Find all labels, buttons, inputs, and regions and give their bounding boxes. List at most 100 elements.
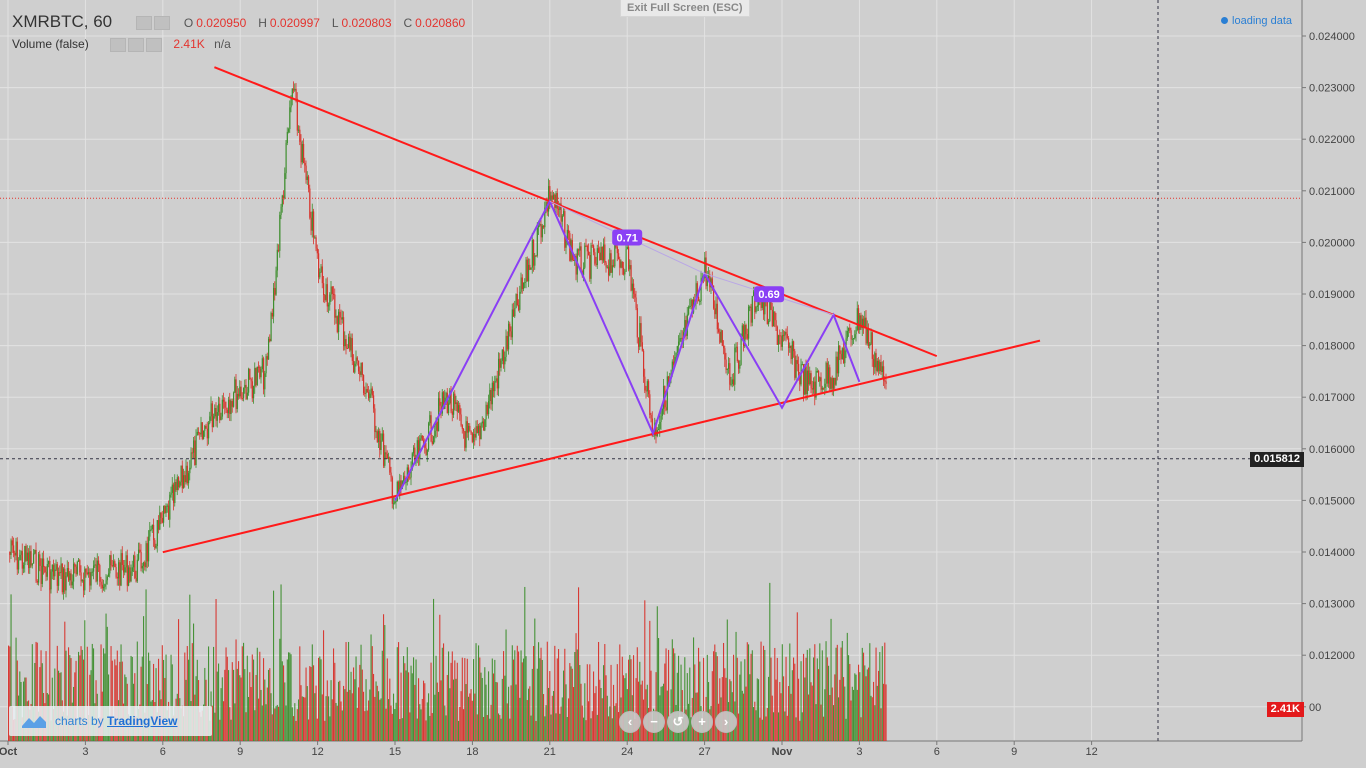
candle-body [295,88,297,99]
tradingview-brand[interactable]: charts by TradingView [9,706,212,736]
candle-body [245,384,247,399]
candle-body [480,423,482,440]
time-tick-label: 3 [856,746,862,758]
volume-bar [403,656,405,741]
zoom-in-button[interactable]: + [691,711,713,733]
candle-body [339,311,341,318]
volume-bar [225,647,227,741]
volume-bar [386,658,388,741]
volume-bar [875,647,877,741]
close-icon[interactable] [146,37,163,52]
scroll-right-button[interactable]: › [715,711,737,733]
volume-bar [480,672,482,741]
candle-body [283,195,285,199]
candle-body [470,430,472,434]
candle-body [473,434,475,442]
candle-body [568,229,570,234]
volume-bar [461,657,463,741]
volume-bar [884,642,886,741]
volume-bar [436,682,438,741]
candle-body [816,371,818,373]
candle-body [751,296,753,323]
volume-bar [821,650,823,741]
candle-body [678,341,680,347]
candle-body [193,440,195,453]
candle-body [74,563,76,567]
zoom-out-button[interactable]: − [643,711,665,733]
volume-bar [855,674,857,741]
candle-body [466,421,468,433]
time-tick-label: 18 [466,746,478,758]
candle-body [324,295,326,301]
volume-bar [39,667,41,741]
candle-body [865,317,867,344]
hide-icon[interactable] [154,16,171,31]
loading-indicator: loading data [1221,15,1292,27]
volume-bar [874,705,876,741]
volume-bar [343,685,345,741]
volume-bar [286,659,288,741]
volume-bar [880,708,882,741]
candle-body [858,308,860,331]
candle-body [634,293,636,298]
candle-body [879,362,881,372]
volume-bar [764,649,766,741]
candle-body [766,298,768,324]
candle-body [699,300,701,302]
volume-bar [618,712,620,741]
pattern-label: 0.69 [758,289,779,301]
candle-body [553,194,555,200]
volume-bar [511,645,513,741]
candle-body [739,364,741,369]
exit-fullscreen-button[interactable]: Exit Full Screen (ESC) [620,0,750,17]
volume-bar [289,652,291,741]
candle-body [551,195,553,200]
reset-button[interactable]: ↺ [667,711,689,733]
hide-icon[interactable] [128,37,145,52]
volume-bar [421,698,423,741]
scroll-left-button[interactable]: ‹ [619,711,641,733]
candle-body [56,564,58,586]
candle-body [548,186,550,212]
candle-body [63,568,65,593]
candle-body [488,401,490,415]
candle-body [366,389,368,393]
volume-bar [45,651,47,741]
volume-bar [774,647,776,741]
settings-icon[interactable] [136,16,153,31]
candle-body [655,422,657,437]
candle-body [261,358,263,370]
candle-body [113,561,115,567]
candle-body [794,351,796,378]
candle-body [51,564,53,572]
candle-body [741,325,743,337]
volume-bar [823,716,825,741]
candle-body [394,501,396,504]
candle-body [881,366,883,373]
candle-body [545,202,547,208]
candle-body [41,558,43,584]
candle-body [204,425,206,431]
settings-icon[interactable] [110,37,127,52]
candle-body [738,361,740,369]
candle-body [300,141,302,163]
volume-bar [70,658,72,741]
crosshair-price-tag: 0.015812 [1250,452,1304,467]
candle-body [348,336,350,349]
volume-bar [365,679,367,741]
candle-body [594,252,596,264]
volume-bar [594,693,596,741]
candle-body [229,399,231,414]
candle-body [418,440,420,459]
volume-bar [430,662,432,741]
volume-bar [743,693,745,741]
volume-bar [465,684,467,741]
volume-bar [235,639,237,741]
candle-body [341,317,343,320]
candle-body [215,408,217,421]
brand-link[interactable]: TradingView [107,714,178,728]
volume-bar [590,718,592,741]
volume-bar [755,710,757,741]
volume-bar [593,671,595,741]
